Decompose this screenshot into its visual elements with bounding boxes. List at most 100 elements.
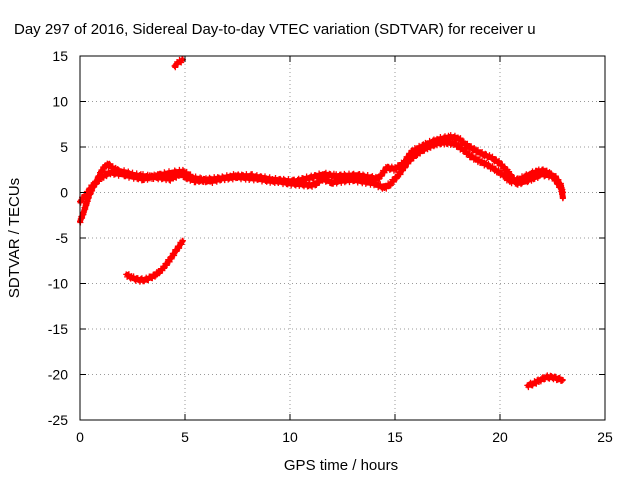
data-series: [171, 56, 186, 71]
plot-frame: [79, 55, 606, 421]
data-point: [494, 168, 498, 172]
data-point: [401, 161, 405, 165]
data-point: [309, 183, 313, 187]
data-point: [448, 135, 452, 139]
data-point: [557, 377, 561, 381]
data-point: [525, 383, 529, 388]
data-point: [84, 192, 88, 196]
data-point: [523, 179, 527, 184]
data-point-markers: [524, 372, 566, 391]
data-point: [485, 163, 489, 167]
data-point: [315, 181, 319, 185]
data-point: [397, 172, 401, 176]
data-point: [120, 172, 124, 176]
data-point: [422, 143, 426, 147]
x-axis-label: GPS time / hours: [284, 457, 398, 474]
data-point: [162, 265, 166, 269]
data-point: [322, 172, 326, 176]
y-tick-label: -10: [48, 276, 68, 292]
data-point: [532, 176, 536, 180]
data-series: [524, 372, 566, 391]
data-point: [141, 177, 145, 181]
data-point: [559, 183, 563, 187]
data-series: [123, 237, 186, 285]
data-point: [540, 172, 544, 176]
y-tick-label: -15: [48, 321, 68, 337]
data-series: [77, 137, 566, 226]
chart-title: Day 297 of 2016, Sidereal Day-to-day VTE…: [14, 21, 536, 38]
data-point: [538, 378, 542, 382]
data-point: [477, 159, 481, 163]
y-tick-label: -5: [56, 230, 69, 246]
data-point: [460, 147, 464, 151]
data-point: [452, 141, 456, 145]
data-point: [107, 163, 111, 167]
grid: [80, 56, 605, 420]
y-tick-label: -25: [48, 412, 68, 428]
data-point: [506, 170, 510, 175]
data-point: [532, 382, 536, 386]
data-point: [208, 179, 212, 184]
data-point: [508, 179, 513, 184]
data-point: [351, 178, 355, 182]
data-point: [376, 177, 380, 181]
data-point: [143, 278, 147, 282]
data-point: [382, 186, 387, 190]
x-tick-label: 10: [282, 429, 298, 445]
data-point: [156, 271, 160, 276]
y-tick-label: 0: [60, 185, 68, 201]
data-series: [77, 132, 566, 206]
data-point: [250, 174, 254, 178]
data-point: [515, 181, 519, 185]
data-point: [172, 64, 177, 68]
data-point: [191, 176, 195, 180]
data-point: [469, 154, 473, 158]
data-point: [490, 156, 494, 160]
x-tick-label: 0: [76, 429, 84, 445]
data-point: [181, 58, 185, 62]
data-point: [334, 174, 338, 178]
data-point: [271, 178, 275, 182]
data-point-markers: [77, 137, 566, 226]
data-point: [477, 150, 481, 155]
data-point: [385, 166, 389, 170]
data-point: [561, 196, 565, 200]
data-points: [77, 56, 566, 391]
data-point: [91, 183, 95, 187]
data-point: [137, 278, 141, 282]
data-point: [464, 143, 468, 147]
data-point: [536, 169, 540, 174]
data-point: [103, 163, 107, 167]
data-point: [175, 248, 179, 252]
data-point: [355, 173, 359, 177]
data-point: [435, 138, 439, 142]
axis-ticks: 0 5 10 15 20 25 -25 -20 -15 -10 -5 0 5 10 15: [48, 48, 613, 445]
data-point: [550, 375, 555, 379]
x-tick-label: 15: [387, 429, 403, 445]
data-point: [326, 179, 330, 183]
data-point: [229, 174, 233, 178]
data-point: [158, 173, 162, 177]
data-point: [393, 167, 397, 171]
y-axis-label: SDTVAR / TECUs: [6, 178, 23, 298]
data-point: [170, 170, 174, 175]
x-tick-label: 20: [492, 429, 508, 445]
data-point: [168, 177, 172, 181]
data-point: [498, 161, 502, 165]
y-tick-label: 15: [52, 48, 68, 64]
data-point: [82, 209, 86, 213]
data-point: [553, 174, 557, 178]
data-point: [544, 375, 548, 379]
data-point: [330, 180, 334, 185]
data-point: [181, 239, 185, 243]
data-point: [527, 172, 532, 176]
data-point: [99, 176, 103, 180]
data-point: [130, 276, 135, 280]
data-point: [107, 170, 111, 175]
data-point: [292, 179, 296, 184]
data-point: [124, 272, 128, 276]
data-point: [177, 60, 181, 64]
data-point: [389, 181, 393, 185]
data-point: [561, 378, 565, 382]
